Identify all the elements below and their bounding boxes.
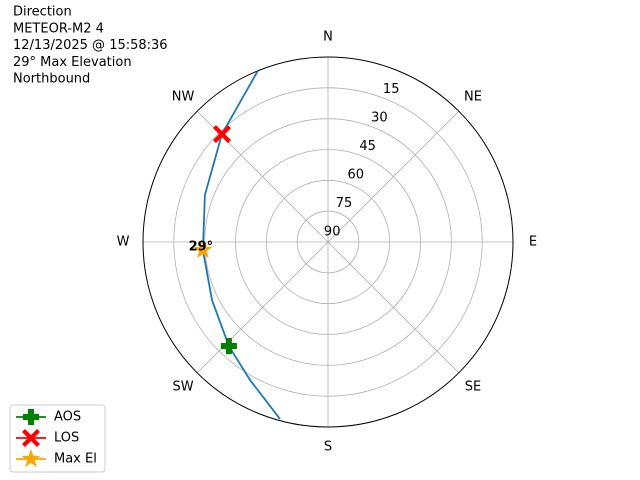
radial-tick-label: 60 — [348, 167, 365, 182]
angle-tick-label: W — [117, 235, 130, 250]
angle-tick-label: NW — [172, 90, 195, 105]
legend-marker — [23, 409, 39, 425]
outer-frame — [142, 56, 514, 428]
angle-tick-label: E — [529, 235, 537, 250]
title-line: 12/13/2025 @ 15:58:36 — [13, 38, 168, 53]
angle-tick-label: SE — [465, 379, 481, 394]
legend-label: Max El — [54, 452, 97, 467]
radial-tick-label: 90 — [324, 224, 341, 239]
angle-tick-label: S — [324, 440, 332, 455]
annotation: 29° — [189, 240, 214, 255]
title-line: 29° Max Elevation — [13, 55, 132, 70]
angle-tick-label: SW — [172, 379, 193, 394]
radial-tick-label: 45 — [359, 139, 376, 154]
title-line: METEOR-M2 4 — [13, 21, 104, 36]
grid-spoke — [196, 241, 329, 374]
legend-label: AOS — [54, 410, 81, 425]
legend-label: LOS — [54, 431, 79, 446]
title-line: Direction — [13, 5, 72, 20]
legend-marker — [21, 449, 41, 468]
angle-tick-label: N — [323, 30, 333, 45]
marker — [193, 240, 213, 259]
title-line: Northbound — [13, 72, 90, 87]
angle-tick-label: NE — [464, 90, 482, 105]
grid-spoke — [327, 110, 460, 243]
marker — [212, 125, 231, 144]
radial-tick-label: 75 — [336, 196, 353, 211]
radial-tick-label: 30 — [371, 110, 388, 125]
marker — [220, 338, 237, 355]
legend-marker — [22, 429, 40, 447]
grid-spoke — [327, 241, 460, 374]
radial-tick-label: 15 — [383, 82, 400, 97]
track-line — [201, 70, 281, 420]
